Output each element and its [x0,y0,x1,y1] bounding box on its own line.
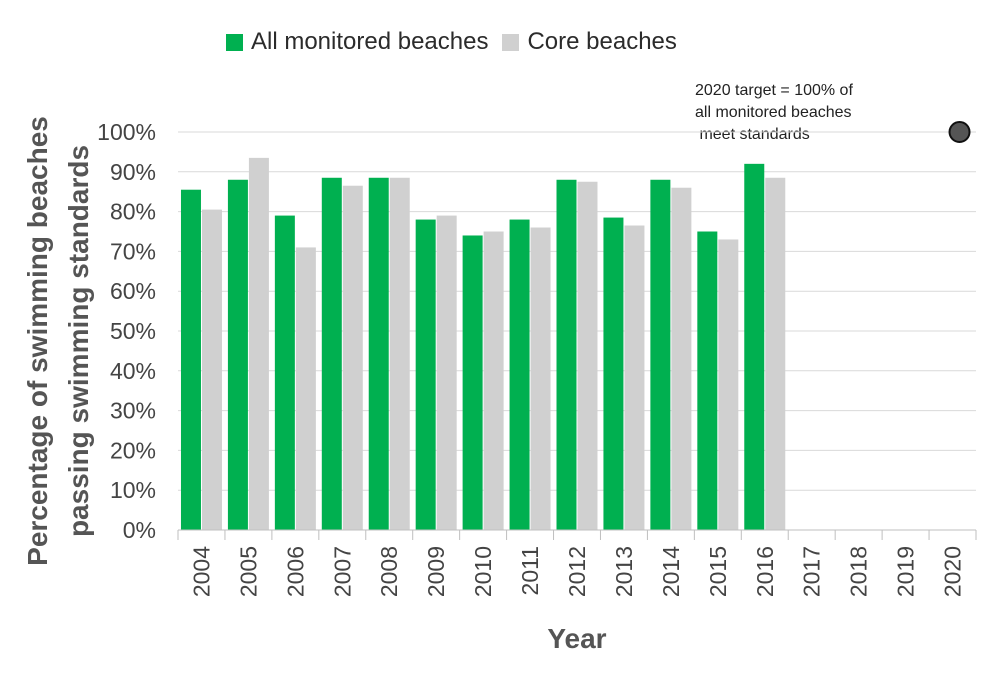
y-axis-title-line: passing swimming standards [63,145,94,537]
y-tick-label: 40% [110,358,156,384]
bar-core [483,231,504,530]
bar-core [389,177,410,530]
x-axis-title: Year [547,623,606,654]
x-tick-label: 2019 [893,546,919,597]
legend-item-all-monitored: All monitored beaches [226,28,488,56]
x-tick-label: 2008 [376,546,402,597]
legend-label-core: Core beaches [527,28,677,55]
bar-all-monitored [509,219,530,530]
bar-all-monitored [603,217,624,530]
bar-all-monitored [180,189,201,530]
y-tick-label: 80% [110,199,156,225]
bar-all-monitored [415,219,436,530]
bar-core [671,187,692,530]
x-tick-label: 2014 [658,546,684,597]
bar-core [765,177,786,530]
bar-core [577,181,598,530]
bar-all-monitored [368,177,389,530]
y-tick-label: 70% [110,238,156,264]
legend-label-all-monitored: All monitored beaches [251,28,489,55]
y-tick-label: 10% [110,477,156,503]
bar-all-monitored [274,215,295,530]
bar-core [436,215,457,530]
x-tick-label: 2007 [329,546,355,597]
y-tick-label: 30% [110,398,156,424]
legend-swatch-core [502,33,520,51]
y-tick-label: 20% [110,437,156,463]
bar-core [624,225,645,530]
bar-all-monitored [697,231,718,530]
bar-core [530,227,551,530]
x-tick-label: 2005 [235,546,261,597]
y-tick-label: 0% [123,517,156,543]
bar-all-monitored [556,179,577,530]
y-tick-label: 90% [110,159,156,185]
bar-all-monitored [227,179,248,530]
x-tick-label: 2017 [799,546,825,597]
x-tick-label: 2006 [282,546,308,597]
legend-item-core: Core beaches [502,28,677,56]
x-tick-label: 2018 [846,546,872,597]
bar-core [342,185,363,531]
target-marker [948,121,971,143]
x-tick-label: 2004 [188,546,214,597]
bar-all-monitored [744,163,765,530]
x-tick-label: 2013 [611,546,637,597]
target-annotation: 2020 target = 100% of all monitored beac… [695,82,853,143]
bar-all-monitored [462,235,483,531]
y-axis-title-line: Percentage of swimming beaches [22,116,53,566]
bar-all-monitored [321,177,342,530]
bar-all-monitored [650,179,671,530]
x-tick-label: 2010 [470,546,496,597]
x-tick-label: 2011 [517,546,543,595]
x-tick-label: 2015 [705,546,731,597]
x-tick-label: 2016 [752,546,778,597]
y-tick-label: 50% [110,318,156,344]
x-tick-label: 2020 [940,546,966,597]
bar-core [718,239,739,530]
bar-core [248,157,269,530]
legend-swatch-all-monitored [226,33,243,51]
x-tick-label: 2012 [564,546,590,597]
bar-core [201,209,222,531]
x-tick-label: 2009 [423,546,449,597]
chart-legend: All monitored beaches Core beaches [226,28,691,56]
bar-core [295,247,316,531]
y-tick-label: 60% [110,278,156,304]
y-tick-label: 100% [97,119,156,145]
